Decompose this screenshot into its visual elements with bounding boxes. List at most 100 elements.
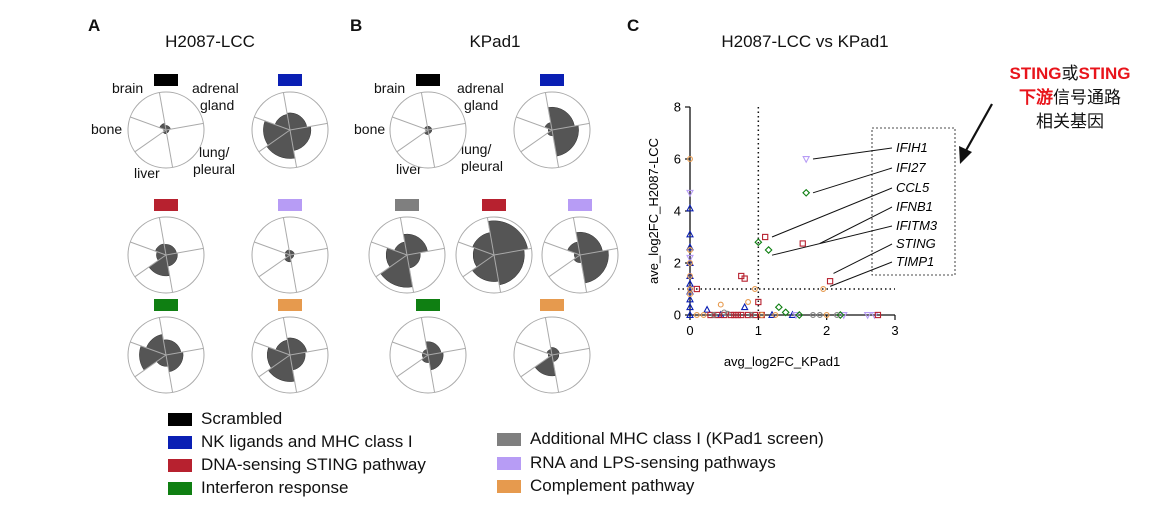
radar-spoke-2 xyxy=(406,254,415,293)
data-point-comp xyxy=(687,247,693,253)
radar-spoke-2 xyxy=(551,129,560,168)
panel-title-c: H2087-LCC vs KPad1 xyxy=(721,32,889,51)
data-point-comp xyxy=(687,291,693,298)
radar-wedge-brain xyxy=(547,106,575,131)
radar-chart-a-ifn xyxy=(127,316,205,394)
x-tick-label: 0 xyxy=(686,323,693,338)
annotation-arrow xyxy=(959,103,993,164)
data-point-sting xyxy=(874,311,882,319)
data-point-nk xyxy=(740,302,749,311)
radar-spoke-0 xyxy=(158,217,167,256)
radar-spoke-0 xyxy=(420,317,429,356)
data-point-rna xyxy=(870,312,879,320)
data-point-comp xyxy=(745,299,752,305)
leader-line-timp1 xyxy=(829,261,893,287)
annot-sting-1: STING xyxy=(1009,64,1062,83)
data-point-mhc xyxy=(721,309,728,316)
radar-swatch-a-nk xyxy=(278,74,302,86)
data-point-mhc xyxy=(724,310,731,317)
leader-line-ifi27 xyxy=(812,167,893,194)
panel-title-a: H2087-LCC xyxy=(165,32,255,51)
radar-spoke-4 xyxy=(254,241,291,256)
data-point-comp xyxy=(717,301,724,308)
data-point-mhc xyxy=(816,312,823,318)
sting-annotation: STING或STING 下游信号通路 相关基因 xyxy=(985,62,1155,134)
data-point-sting xyxy=(762,233,769,241)
x-tick-label: 3 xyxy=(891,323,898,338)
radar-chart-b-rna xyxy=(541,216,619,294)
legend-label-rna: RNA and LPS-sensing pathways xyxy=(530,453,776,472)
gene-label-ifitm3: IFITM3 xyxy=(896,218,938,233)
data-point-sting xyxy=(714,311,721,319)
radar-wedge-adrenal-gland xyxy=(289,126,312,151)
radar-spoke-0 xyxy=(399,217,408,256)
radar-chart-b-nk xyxy=(513,91,591,169)
radar-swatch-b-sting xyxy=(482,199,506,211)
radar-spoke-3 xyxy=(258,129,291,153)
data-point-mhc xyxy=(833,312,840,318)
radar-swatch-b-mhc xyxy=(395,199,419,211)
annot-sting-2: STING xyxy=(1078,64,1131,83)
gene-label-ccl5: CCL5 xyxy=(896,180,930,195)
data-point-sting xyxy=(731,311,738,319)
radar-swatch-a-comp xyxy=(278,299,302,311)
seg-label-adrenal-a: adrenal xyxy=(192,80,239,96)
data-point-comp xyxy=(693,312,700,318)
seg-label-adrenal-b: adrenal xyxy=(457,80,504,96)
radar-swatch-a-ifn xyxy=(154,299,178,311)
data-point-sting xyxy=(799,240,806,247)
radar-spoke-2 xyxy=(289,254,298,293)
radar-wedge-brain xyxy=(575,231,603,256)
data-point-sting xyxy=(755,298,762,306)
data-point-nk xyxy=(686,230,694,238)
radar-spoke-4 xyxy=(544,241,581,256)
data-point-comp xyxy=(687,273,693,279)
gene-labels: IFIH1 IFI27 CCL5 IFNB1 IFITM3 STING TIMP1 xyxy=(771,140,938,287)
radar-spoke-1 xyxy=(427,122,466,131)
leader-line-ifih1 xyxy=(812,147,893,160)
legend-swatch-nk xyxy=(168,435,192,449)
radar-spoke-4 xyxy=(392,341,429,356)
radar-spoke-2 xyxy=(165,129,174,168)
radar-spoke-1 xyxy=(165,247,204,256)
y-tick-label: 0 xyxy=(674,308,681,323)
radar-spoke-0 xyxy=(158,317,167,356)
radar-spoke-3 xyxy=(462,254,495,278)
data-point-sting xyxy=(721,311,728,319)
data-point-sting xyxy=(734,311,741,319)
seg-label-bone-a: bone xyxy=(91,121,123,137)
radar-spoke-3 xyxy=(396,354,429,378)
annot-or: 或 xyxy=(1061,64,1079,83)
legend-item-rna: RNA and LPS-sensing pathways xyxy=(497,453,776,473)
x-tick-label: 2 xyxy=(823,323,830,338)
data-point-nk xyxy=(686,302,694,311)
radar-spoke-3 xyxy=(134,354,167,378)
radar-wedge-brain xyxy=(403,233,428,256)
highlight-box xyxy=(871,127,956,276)
radar-spoke-0 xyxy=(282,317,291,356)
radar-wedge-adrenal-gland xyxy=(579,249,609,284)
gene-label-ifi27: IFI27 xyxy=(896,160,926,175)
radar-swatch-b-comp xyxy=(540,299,564,311)
radar-swatch-b-rna xyxy=(568,199,592,211)
legend-label-sting: DNA-sensing STING pathway xyxy=(201,455,426,474)
radar-spoke-3 xyxy=(396,129,429,153)
data-point-comp xyxy=(700,312,707,318)
legend-label-comp: Complement pathway xyxy=(530,476,695,495)
radar-spoke-1 xyxy=(427,347,466,356)
radar-spoke-1 xyxy=(493,247,532,256)
y-tick-label: 4 xyxy=(674,204,681,219)
radar-swatch-b-nk xyxy=(540,74,564,86)
x-tick-label: 1 xyxy=(755,323,762,338)
data-point-comp xyxy=(687,156,693,162)
radar-chart-b-comp xyxy=(513,316,591,394)
leader-line-ccl5 xyxy=(771,187,893,238)
legend-item-sting: DNA-sensing STING pathway xyxy=(168,455,426,475)
data-point-sting xyxy=(693,285,700,293)
seg-label-pleural-b: pleural xyxy=(461,158,504,174)
radar-spoke-0 xyxy=(572,217,581,256)
radar-spoke-2 xyxy=(493,254,502,293)
gene-label-timp1: TIMP1 xyxy=(896,254,934,269)
legend-label-ifn: Interferon response xyxy=(201,478,349,497)
